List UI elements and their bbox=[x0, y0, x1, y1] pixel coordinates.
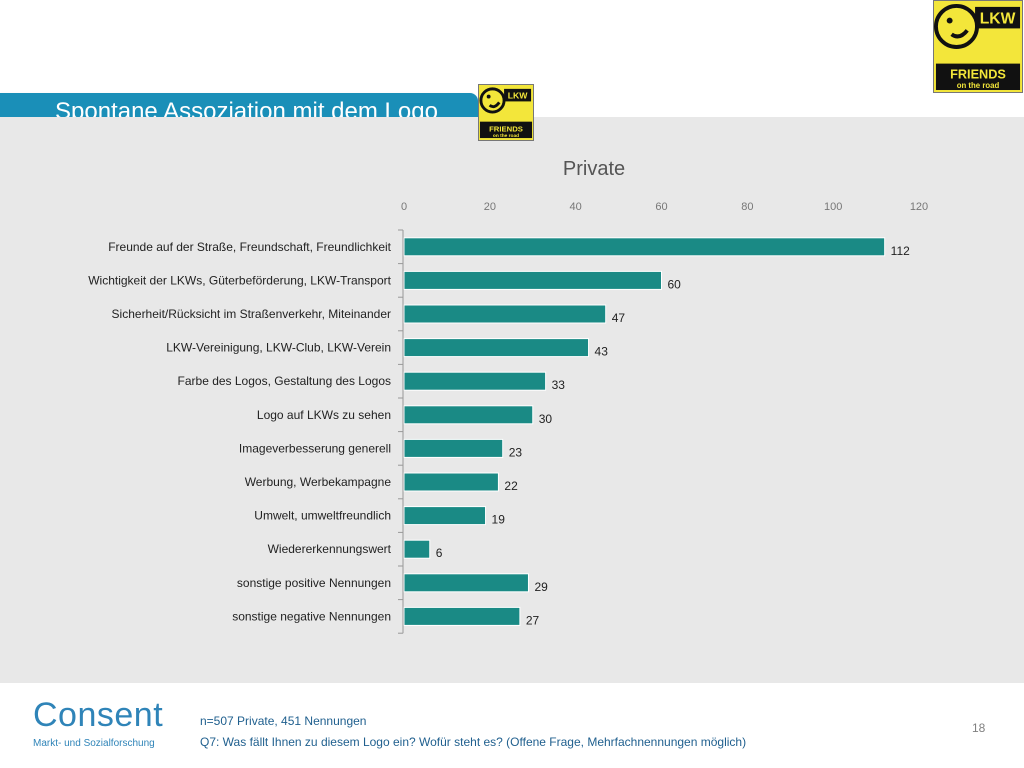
question-note: Q7: Was fällt Ihnen zu diesem Logo ein? … bbox=[200, 735, 747, 749]
category-label: Freunde auf der Straße, Freundschaft, Fr… bbox=[108, 240, 391, 254]
bar bbox=[403, 506, 487, 526]
consent-brand: Consent bbox=[33, 696, 164, 734]
lkw-friends-logo: LKW FRIENDS on the road bbox=[933, 0, 1023, 93]
bar bbox=[403, 438, 504, 458]
bar bbox=[403, 237, 886, 257]
bar bbox=[403, 371, 547, 391]
logo-friends-text: FRIENDS bbox=[950, 66, 1006, 81]
logo-road-text: on the road bbox=[957, 81, 1000, 90]
value-label: 60 bbox=[668, 277, 682, 291]
x-tick-label: 0 bbox=[401, 201, 407, 213]
logo-small-road-text: on the road bbox=[493, 133, 519, 139]
consent-tagline: Markt- und Sozialforschung bbox=[33, 738, 155, 749]
logo-small-lkw-text: LKW bbox=[508, 91, 529, 101]
value-label: 43 bbox=[595, 345, 609, 359]
chart-title: Private bbox=[563, 158, 625, 180]
lkw-friends-logo-graphic: LKW FRIENDS on the road bbox=[934, 1, 1022, 92]
value-label: 23 bbox=[509, 445, 523, 459]
category-label: Wichtigkeit der LKWs, Güterbeförderung, … bbox=[88, 273, 391, 287]
consent-logo: Consent Markt- und Sozialforschung bbox=[33, 696, 193, 750]
logo-lkw-text: LKW bbox=[980, 11, 1016, 28]
category-label: Imageverbesserung generell bbox=[239, 441, 391, 455]
category-label: sonstige negative Nennungen bbox=[232, 609, 391, 623]
logo-small-friends-text: FRIENDS bbox=[489, 124, 523, 133]
x-tick-label: 20 bbox=[484, 201, 496, 213]
value-label: 19 bbox=[492, 513, 506, 527]
bar bbox=[403, 539, 431, 559]
bar-chart: Private 0 20 40 60 80 100 120 Freunde auf der … bbox=[88, 158, 928, 634]
x-tick-label: 120 bbox=[910, 201, 928, 213]
category-label: Sicherheit/Rücksicht im Straßenverkehr, … bbox=[112, 307, 391, 321]
bar bbox=[403, 338, 590, 358]
category-label: LKW-Vereinigung, LKW-Club, LKW-Verein bbox=[166, 341, 391, 355]
value-label: 6 bbox=[436, 546, 443, 560]
value-label: 29 bbox=[534, 580, 548, 594]
page-number: 18 bbox=[972, 721, 986, 735]
x-tick-label: 60 bbox=[655, 201, 667, 213]
value-label: 33 bbox=[552, 378, 566, 392]
bar bbox=[403, 405, 534, 425]
bar bbox=[403, 270, 662, 290]
category-label: Wiedererkennungswert bbox=[268, 542, 392, 556]
category-label: Farbe des Logos, Gestaltung des Logos bbox=[178, 374, 391, 388]
value-label: 27 bbox=[526, 613, 540, 627]
category-label: Werbung, Werbekampagne bbox=[245, 475, 392, 489]
category-label: Umwelt, umweltfreundlich bbox=[254, 509, 391, 523]
value-label: 22 bbox=[504, 479, 518, 493]
sample-note: n=507 Private, 451 Nennungen bbox=[200, 714, 367, 728]
lkw-friends-logo-small: LKW FRIENDS on the road bbox=[478, 84, 534, 141]
value-label: 47 bbox=[612, 311, 626, 325]
value-label: 30 bbox=[539, 412, 553, 426]
category-label: Logo auf LKWs zu sehen bbox=[257, 408, 391, 422]
x-tick-label: 40 bbox=[570, 201, 582, 213]
lkw-friends-logo-small-graphic: LKW FRIENDS on the road bbox=[479, 85, 533, 140]
chart-panel: Private 0 20 40 60 80 100 120 Freunde auf der … bbox=[0, 117, 1024, 683]
x-tick-label: 80 bbox=[741, 201, 753, 213]
category-label: sonstige positive Nennungen bbox=[237, 576, 391, 590]
x-axis-ticks: 0 20 40 60 80 100 120 bbox=[401, 201, 928, 213]
bar bbox=[403, 573, 529, 593]
x-tick-label: 100 bbox=[824, 201, 842, 213]
bars-group: Freunde auf der Straße, Freundschaft, Fr… bbox=[88, 229, 910, 634]
bar bbox=[403, 472, 499, 492]
bar bbox=[403, 606, 521, 626]
value-label: 112 bbox=[891, 244, 910, 258]
bar bbox=[403, 304, 607, 324]
